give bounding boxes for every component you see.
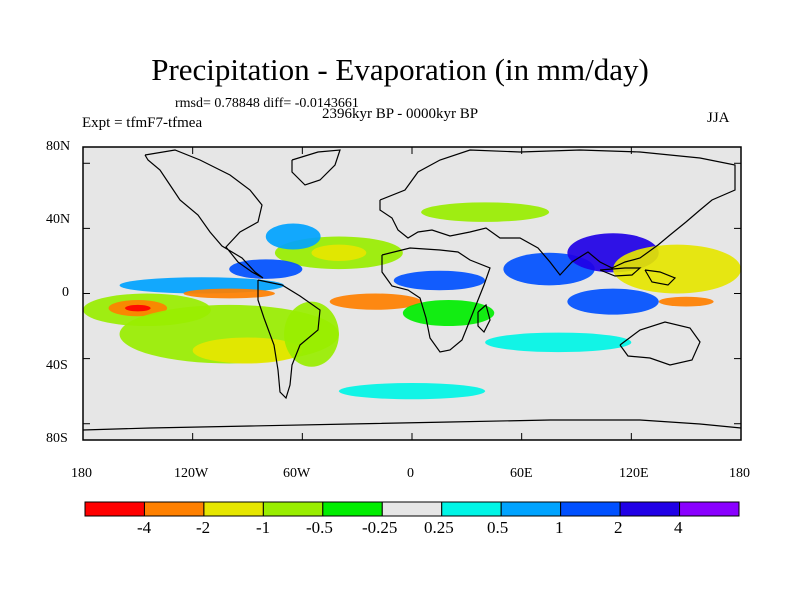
colorbar-label: 4 <box>674 518 683 537</box>
precip-region <box>393 270 486 291</box>
colorbar-label: 2 <box>614 518 623 537</box>
colorbar-swatch <box>441 501 502 517</box>
precip-regions <box>83 202 741 400</box>
colorbar <box>84 501 740 517</box>
coastline <box>477 303 491 334</box>
colorbar-label: -1 <box>256 518 271 537</box>
colorbar-swatch <box>500 501 562 517</box>
lon-tick-label: 60E <box>510 466 533 481</box>
coastline <box>144 149 264 279</box>
colorbar-swatch <box>84 501 145 517</box>
colorbar-label: -0.5 <box>306 518 333 537</box>
coastline <box>644 269 677 286</box>
season-text: JJA <box>707 110 730 126</box>
lat-tick-label: 80N <box>46 139 71 154</box>
colorbar-label: -2 <box>196 518 211 537</box>
precip-region <box>402 300 495 327</box>
lon-tick-label: 180 <box>71 466 92 481</box>
coastline <box>83 419 741 431</box>
axis-tick-marks <box>82 147 742 440</box>
precip-region <box>125 304 151 312</box>
colorbar-label: -4 <box>137 518 152 537</box>
experiment-text: Expt = tfmF7-tfmea <box>82 115 203 131</box>
colorbar-swatch <box>143 501 205 517</box>
precip-region <box>192 337 303 364</box>
colorbar-swatch <box>560 501 621 517</box>
colorbar-swatch <box>262 501 324 517</box>
coastline <box>257 279 321 400</box>
colorbar-label: 0.5 <box>487 518 509 537</box>
precip-region <box>613 244 741 294</box>
coastline <box>291 149 341 186</box>
coastline <box>381 247 491 353</box>
coastline <box>379 149 736 276</box>
coastline <box>619 321 701 366</box>
precip-region <box>338 383 486 400</box>
period-text: 2396kyr BP - 0000kyr BP <box>322 106 479 122</box>
lon-tick-label: 60W <box>283 466 311 481</box>
precip-region <box>183 288 275 299</box>
precip-region <box>329 293 422 310</box>
precip-region <box>567 288 659 315</box>
stats-text: rmsd= 0.78848 diff= -0.0143661 <box>175 96 359 111</box>
precip-region <box>485 332 632 353</box>
colorbar-label: 1 <box>555 518 564 537</box>
precip-region <box>265 223 321 250</box>
precip-region <box>284 301 339 367</box>
colorbar-swatch <box>679 501 740 517</box>
lat-tick-label: 80S <box>46 431 68 446</box>
colorbar-swatch <box>322 501 383 517</box>
lat-tick-label: 0 <box>62 285 69 300</box>
lon-tick-label: 180 <box>729 466 750 481</box>
colorbar-swatch <box>619 501 681 517</box>
colorbar-swatch <box>203 501 264 517</box>
precip-region <box>229 259 303 279</box>
precip-region <box>658 296 714 307</box>
lon-tick-label: 120E <box>619 466 649 481</box>
colorbar-label: 0.25 <box>424 518 454 537</box>
precip-region <box>421 202 550 222</box>
coastlines <box>83 149 741 431</box>
lon-tick-label: 120W <box>174 466 209 481</box>
colorbar-swatch <box>381 501 443 517</box>
page-title: Precipitation - Evaporation (in mm/day) <box>151 52 649 87</box>
precip-region <box>311 244 367 261</box>
lon-tick-label: 0 <box>407 466 414 481</box>
lat-tick-label: 40N <box>46 212 71 227</box>
lat-tick-label: 40S <box>46 358 68 373</box>
colorbar-label: -0.25 <box>362 518 398 537</box>
coastline <box>599 267 642 277</box>
